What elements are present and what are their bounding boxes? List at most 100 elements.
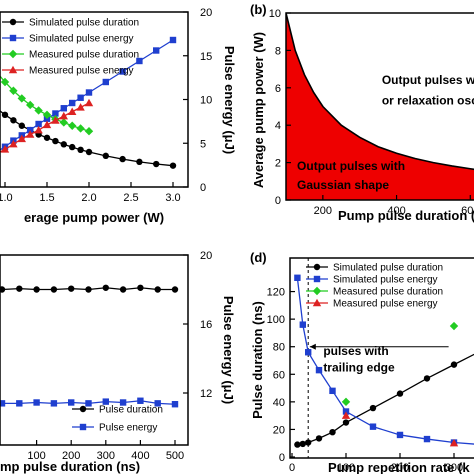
panel-c: 100 200 300 400 500 12 16 20 mp pulse duration (…: [0, 250, 236, 474]
data-point: [169, 36, 177, 44]
legend-label: Measured pulse energy: [29, 66, 134, 77]
data-point: [85, 148, 93, 156]
data-point: [154, 400, 161, 407]
boundary-curve: [286, 13, 474, 171]
data-point: [59, 111, 68, 120]
x-tick-label: 2.5: [123, 192, 138, 204]
data-point: [294, 441, 301, 448]
data-point: [119, 68, 126, 75]
data-point: [102, 398, 109, 405]
y-axis-label-right: Pulse energy (μJ): [222, 46, 237, 154]
x-tick-label: 1.5: [39, 192, 54, 204]
x-tick-label: 100: [27, 450, 45, 462]
y-tick-label: 6: [275, 83, 281, 95]
legend-label: Measured pulse energy: [333, 299, 438, 310]
x-tick-label: 500: [166, 450, 184, 462]
legend-marker: [79, 423, 87, 431]
y-tick-label: 8: [275, 45, 281, 57]
y-axis-label: Average pump power (W): [251, 32, 266, 188]
data-point: [42, 120, 52, 129]
y-tick-label-right: 5: [200, 138, 206, 150]
region-annotation: Gaussian shape: [297, 178, 389, 192]
data-point: [0, 286, 6, 293]
data-point: [102, 152, 110, 160]
legend-label: Simulated pulse duration: [333, 263, 443, 274]
data-point: [84, 127, 94, 136]
data-point: [69, 143, 76, 151]
plot-frame-b: [285, 12, 474, 201]
region-annotation: trailing edge: [323, 361, 395, 375]
y-tick-label: 0: [275, 195, 281, 207]
data-point: [136, 158, 143, 166]
data-point: [341, 397, 351, 407]
x-axis-label: erage pump power (W): [24, 210, 164, 225]
data-point: [153, 47, 160, 54]
legend-label: Measured pulse duration: [29, 50, 139, 61]
data-point: [0, 145, 10, 153]
legend-marker: [79, 405, 87, 413]
x-axis-label: mp pulse duration (ns): [0, 459, 140, 474]
data-point: [369, 423, 377, 430]
data-point: [102, 284, 110, 291]
data-point: [119, 155, 126, 163]
legend-label: Simulated pulse energy: [29, 34, 134, 45]
data-point: [84, 98, 94, 107]
data-point: [396, 431, 404, 439]
data-point: [171, 286, 179, 293]
data-point: [169, 162, 177, 169]
y-tick-label: 120: [267, 287, 285, 299]
panel-a: 1.0 1.5 2.0 2.5 3.0 0 5 10 15 20 erage pump power …: [0, 7, 237, 225]
panel-d: 0 100 200 300 0 20 40 60 80 100 120 Pump repetition…: [250, 250, 474, 474]
data-point: [69, 99, 76, 107]
y-axis-label-right: Pulse energy (μJ): [221, 296, 236, 404]
data-point: [0, 77, 10, 87]
x-tick-label: 200: [314, 205, 332, 217]
data-point: [16, 400, 23, 407]
plot-frame-c: [0, 254, 189, 446]
y-tick-label-right: 20: [200, 250, 212, 262]
data-point: [396, 390, 404, 397]
plot-area-b: [286, 13, 474, 200]
data-point: [17, 134, 26, 143]
legend-label: Measured pulse duration: [333, 287, 443, 298]
data-point: [154, 286, 161, 293]
data-point: [329, 428, 336, 436]
data-point: [27, 126, 34, 134]
x-tick-label: 300: [445, 462, 463, 474]
region-annotation: repetition: [433, 377, 474, 391]
data-point: [85, 400, 92, 407]
data-point: [43, 134, 51, 141]
data-point: [26, 100, 35, 110]
legend-label: Simulated pulse duration: [29, 18, 139, 29]
data-point: [171, 401, 179, 408]
panel-b: 200 400 600 0 2 4 6 8 10 Pump pulse duration (Ave…: [250, 2, 474, 223]
data-point: [60, 105, 67, 112]
y-tick-label: 2: [275, 158, 281, 170]
data-point: [0, 400, 6, 407]
series-line-1: [296, 277, 474, 445]
data-point: [341, 411, 351, 419]
data-point: [68, 107, 77, 115]
plot-area-a: [0, 36, 177, 169]
legend-marker: [313, 263, 321, 271]
data-point: [102, 78, 109, 86]
data-point: [423, 375, 431, 382]
panel-label: (b): [250, 2, 267, 17]
x-tick-label: 100: [337, 462, 355, 474]
data-point: [1, 111, 9, 119]
x-axis-label: Pump pulse duration (: [338, 208, 474, 223]
x-axis-label: Pump repetition rate (k: [328, 460, 470, 474]
data-point: [76, 103, 85, 111]
y-tick-label: 100: [267, 314, 285, 326]
data-point: [137, 397, 144, 404]
data-point: [119, 286, 127, 293]
data-point: [33, 399, 40, 406]
data-point: [136, 57, 143, 65]
boundary-area: [286, 13, 474, 200]
data-point: [17, 94, 26, 103]
data-point: [137, 284, 144, 291]
plot-frame-d: [289, 257, 474, 459]
data-point: [449, 321, 459, 331]
data-point: [68, 399, 75, 406]
